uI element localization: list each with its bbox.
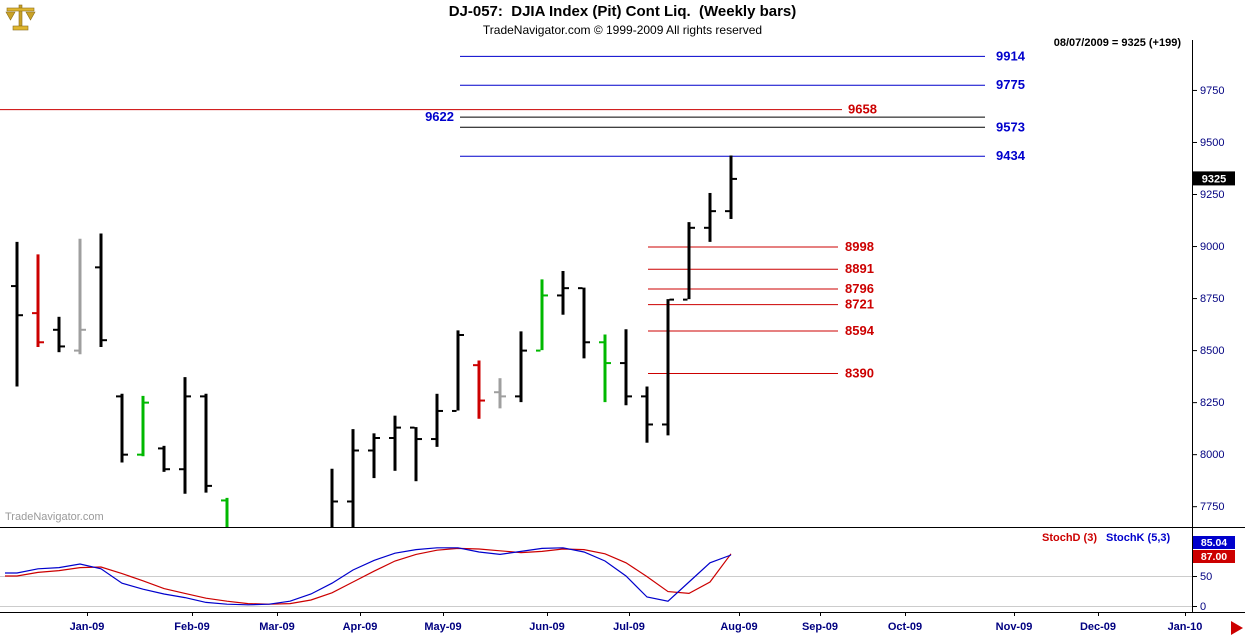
month-label: Apr-09 [343,621,378,633]
svg-text:50: 50 [1200,571,1212,583]
stochd-line [5,547,732,605]
stochk-legend-label: StochK (5,3) [1106,532,1171,544]
month-label: Aug-09 [720,621,757,633]
level-label-9914: 9914 [996,48,1026,63]
chart-title: DJ-057: DJIA Index (Pit) Cont Liq. (Week… [448,3,797,20]
level-label-8390: 8390 [845,365,874,380]
month-label: May-09 [424,621,461,633]
svg-text:8750: 8750 [1200,293,1224,305]
last-price-badge: 9325 [1193,171,1235,186]
month-label: Nov-09 [996,621,1033,633]
svg-text:8000: 8000 [1200,449,1224,461]
watermark-text: TradeNavigator.com [5,511,104,523]
svg-text:9750: 9750 [1200,85,1224,97]
price-axis: 9750 9500 9250 9000 8750 8500 8250 8000 7750 [1192,85,1224,513]
svg-text:9000: 9000 [1200,241,1224,253]
svg-text:8250: 8250 [1200,397,1224,409]
month-label: Mar-09 [259,621,294,633]
month-label: Feb-09 [174,621,209,633]
svg-text:7750: 7750 [1200,501,1224,513]
scales-icon [4,2,38,32]
month-label: Jan-10 [1168,621,1203,633]
stochastic-panel: 50 0 StochD (3) StochK (5,3) 85.04 87.00 [0,532,1235,613]
svg-text:8500: 8500 [1200,345,1224,357]
level-label-8721: 8721 [845,297,874,312]
svg-text:85.04: 85.04 [1201,537,1227,549]
month-label: Dec-09 [1080,621,1116,633]
chart-frame [0,40,1245,613]
scales-icon-graphic [5,4,36,31]
stoch-value-badge [1193,550,1235,563]
level-label-9622: 9622 [425,109,454,124]
stochk-line [5,547,732,606]
level-label-8891: 8891 [845,261,874,276]
level-label-9775: 9775 [996,77,1025,92]
svg-text:0: 0 [1200,601,1206,613]
level-label-8998: 8998 [845,239,874,254]
stochd-legend-label: StochD (3) [1042,532,1097,544]
svg-text:9250: 9250 [1200,189,1224,201]
svg-text:9500: 9500 [1200,137,1224,149]
svg-text:87.00: 87.00 [1201,551,1227,563]
support-resistance-levels: 9914 9775 9658 9622 9573 9434 8998 8891 87968721… [0,48,1026,380]
level-label-9434: 9434 [996,148,1026,163]
level-label-9658: 9658 [848,102,877,117]
level-label-8796: 8796 [845,281,874,296]
level-label-8594: 8594 [845,323,875,338]
month-label: Sep-09 [802,621,838,633]
level-label-9573: 9573 [996,119,1025,134]
copyright-line: TradeNavigator.com © 1999-2009 All right… [482,23,763,37]
svg-text:9325: 9325 [1202,173,1226,185]
weekly-price-bars[interactable] [11,155,737,640]
last-price-annotation: 08/07/2009 = 9325 (+199) [1053,37,1181,49]
month-label: Jan-09 [70,621,105,633]
time-axis: Jan-09 Feb-09 Mar-09 Apr-09 May-09 Jun-09 Jul-… [70,612,1203,633]
stoch-value-badge [1193,536,1235,549]
scroll-left-arrow[interactable] [1231,621,1243,635]
month-label: Jun-09 [529,621,564,633]
month-label: Jul-09 [613,621,645,633]
month-label: Oct-09 [888,621,922,633]
